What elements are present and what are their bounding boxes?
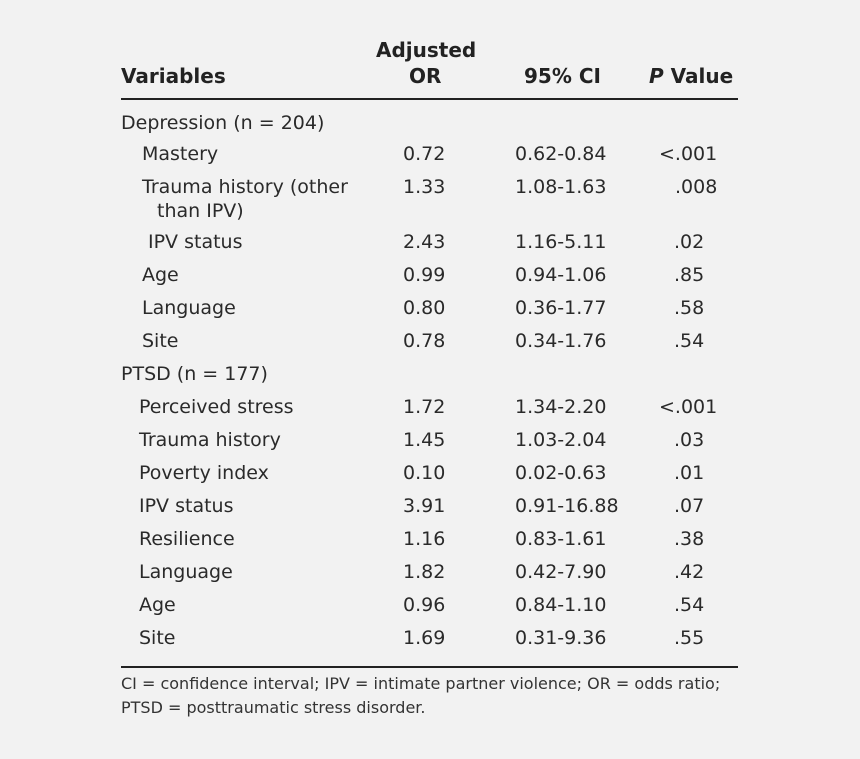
ci-cell: 0.42-7.90: [515, 561, 607, 583]
table-footnote: CI = confidence interval; IPV = intimate…: [121, 672, 751, 720]
p-cell: .38: [674, 528, 705, 550]
header-variables: Variables: [121, 64, 226, 88]
group-title: PTSD (n = 177): [121, 363, 268, 385]
variable-cell: Language: [142, 297, 236, 319]
ci-cell: 0.84-1.10: [515, 594, 607, 616]
p-cell: <.001: [659, 396, 718, 418]
p-cell: .54: [674, 330, 705, 352]
variable-cell: Trauma history (other: [142, 176, 348, 198]
or-cell: 2.43: [403, 231, 446, 253]
or-cell: 0.99: [403, 264, 446, 286]
p-cell: .55: [674, 627, 705, 649]
or-cell: 0.78: [403, 330, 446, 352]
p-cell: .58: [674, 297, 705, 319]
ci-cell: 1.03-2.04: [515, 429, 607, 451]
p-cell: .85: [674, 264, 705, 286]
variable-cell: Resilience: [139, 528, 235, 550]
p-cell: .54: [674, 594, 705, 616]
header-p-value: P Value: [649, 64, 733, 88]
ci-cell: 0.62-0.84: [515, 143, 607, 165]
variable-cell: IPV status: [148, 231, 243, 253]
table-header: Variables Adjusted OR 95% CI P Value: [121, 36, 738, 92]
variable-cell: IPV status: [139, 495, 234, 517]
p-cell: <.001: [659, 143, 718, 165]
ci-cell: 0.31-9.36: [515, 627, 607, 649]
group-title: Depression (n = 204): [121, 112, 325, 134]
ci-cell: 0.34-1.76: [515, 330, 607, 352]
variable-cell: Age: [139, 594, 176, 616]
or-cell: 1.72: [403, 396, 446, 418]
p-cell: .02: [674, 231, 705, 253]
ci-cell: 0.36-1.77: [515, 297, 607, 319]
variable-cell: Language: [139, 561, 233, 583]
variable-cell: Mastery: [142, 143, 219, 165]
variable-cell: Site: [139, 627, 176, 649]
or-cell: 1.33: [403, 176, 446, 198]
ci-cell: 1.08-1.63: [515, 176, 607, 198]
header-ci: 95% CI: [524, 64, 601, 88]
or-cell: 0.96: [403, 594, 446, 616]
variable-cell-line2: than IPV): [157, 200, 244, 222]
header-p-letter: P: [649, 64, 664, 88]
ci-cell: 1.34-2.20: [515, 396, 607, 418]
variable-cell: Perceived stress: [139, 396, 294, 418]
ci-cell: 1.16-5.11: [515, 231, 607, 253]
bottom-rule: [121, 666, 738, 668]
variable-cell: Poverty index: [139, 462, 269, 484]
header-rule: [121, 98, 738, 100]
table-body: Depression (n = 204) Mastery 0.72 0.62-0…: [121, 100, 738, 666]
or-cell: 0.72: [403, 143, 446, 165]
p-cell: .03: [674, 429, 705, 451]
or-cell: 0.80: [403, 297, 446, 319]
or-cell: 1.16: [403, 528, 446, 550]
p-cell: .01: [674, 462, 705, 484]
header-adjusted: Adjusted: [376, 38, 477, 62]
or-cell: 1.69: [403, 627, 446, 649]
ci-cell: 0.91-16.88: [515, 495, 619, 517]
footnote-line-2: PTSD = posttraumatic stress disorder.: [121, 698, 426, 717]
ci-cell: 0.94-1.06: [515, 264, 607, 286]
or-cell: 1.82: [403, 561, 446, 583]
variable-cell: Age: [142, 264, 179, 286]
or-cell: 3.91: [403, 495, 446, 517]
results-table: Variables Adjusted OR 95% CI P Value Dep…: [121, 36, 738, 668]
p-cell: .42: [674, 561, 705, 583]
p-cell: .07: [674, 495, 705, 517]
variable-cell: Site: [142, 330, 179, 352]
or-cell: 0.10: [403, 462, 446, 484]
ci-cell: 0.83-1.61: [515, 528, 607, 550]
header-or: OR: [409, 64, 442, 88]
variable-cell: Trauma history: [139, 429, 281, 451]
header-p-rest: Value: [663, 64, 734, 88]
p-cell: .008: [675, 176, 718, 198]
or-cell: 1.45: [403, 429, 446, 451]
footnote-line-1: CI = confidence interval; IPV = intimate…: [121, 674, 721, 693]
ci-cell: 0.02-0.63: [515, 462, 607, 484]
